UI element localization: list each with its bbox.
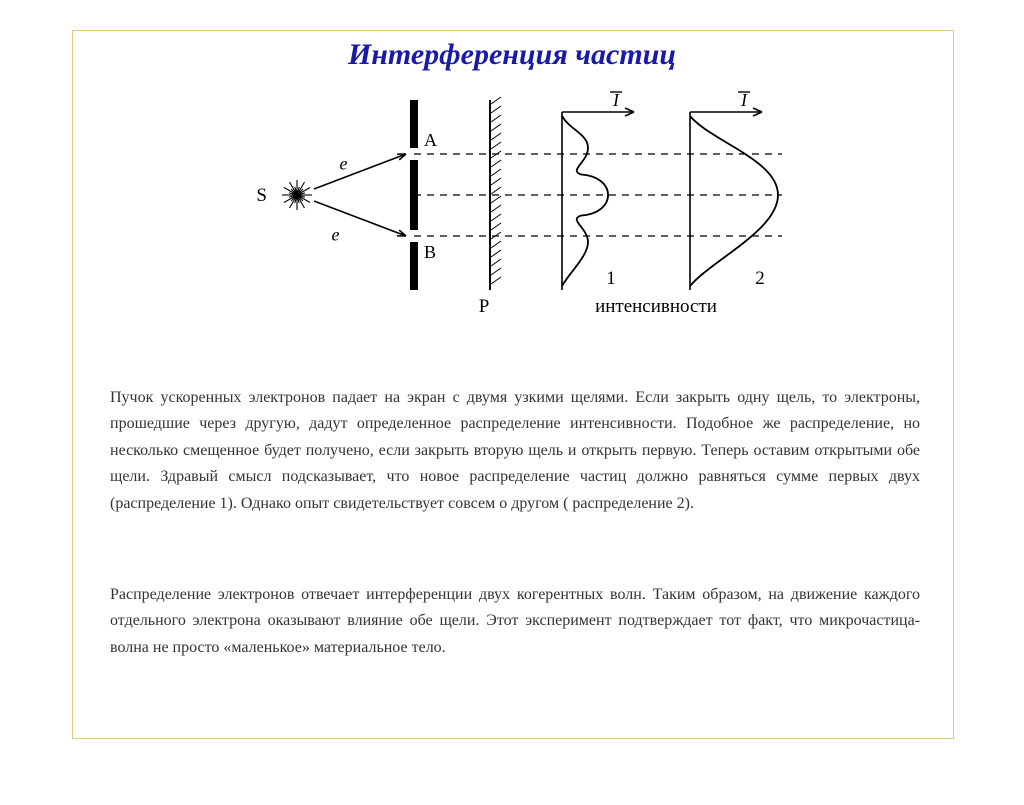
paragraph-2: Распределение электронов отвечает интерф… (110, 582, 920, 661)
paragraph-1: Пучок ускоренных электронов падает на эк… (110, 385, 920, 517)
